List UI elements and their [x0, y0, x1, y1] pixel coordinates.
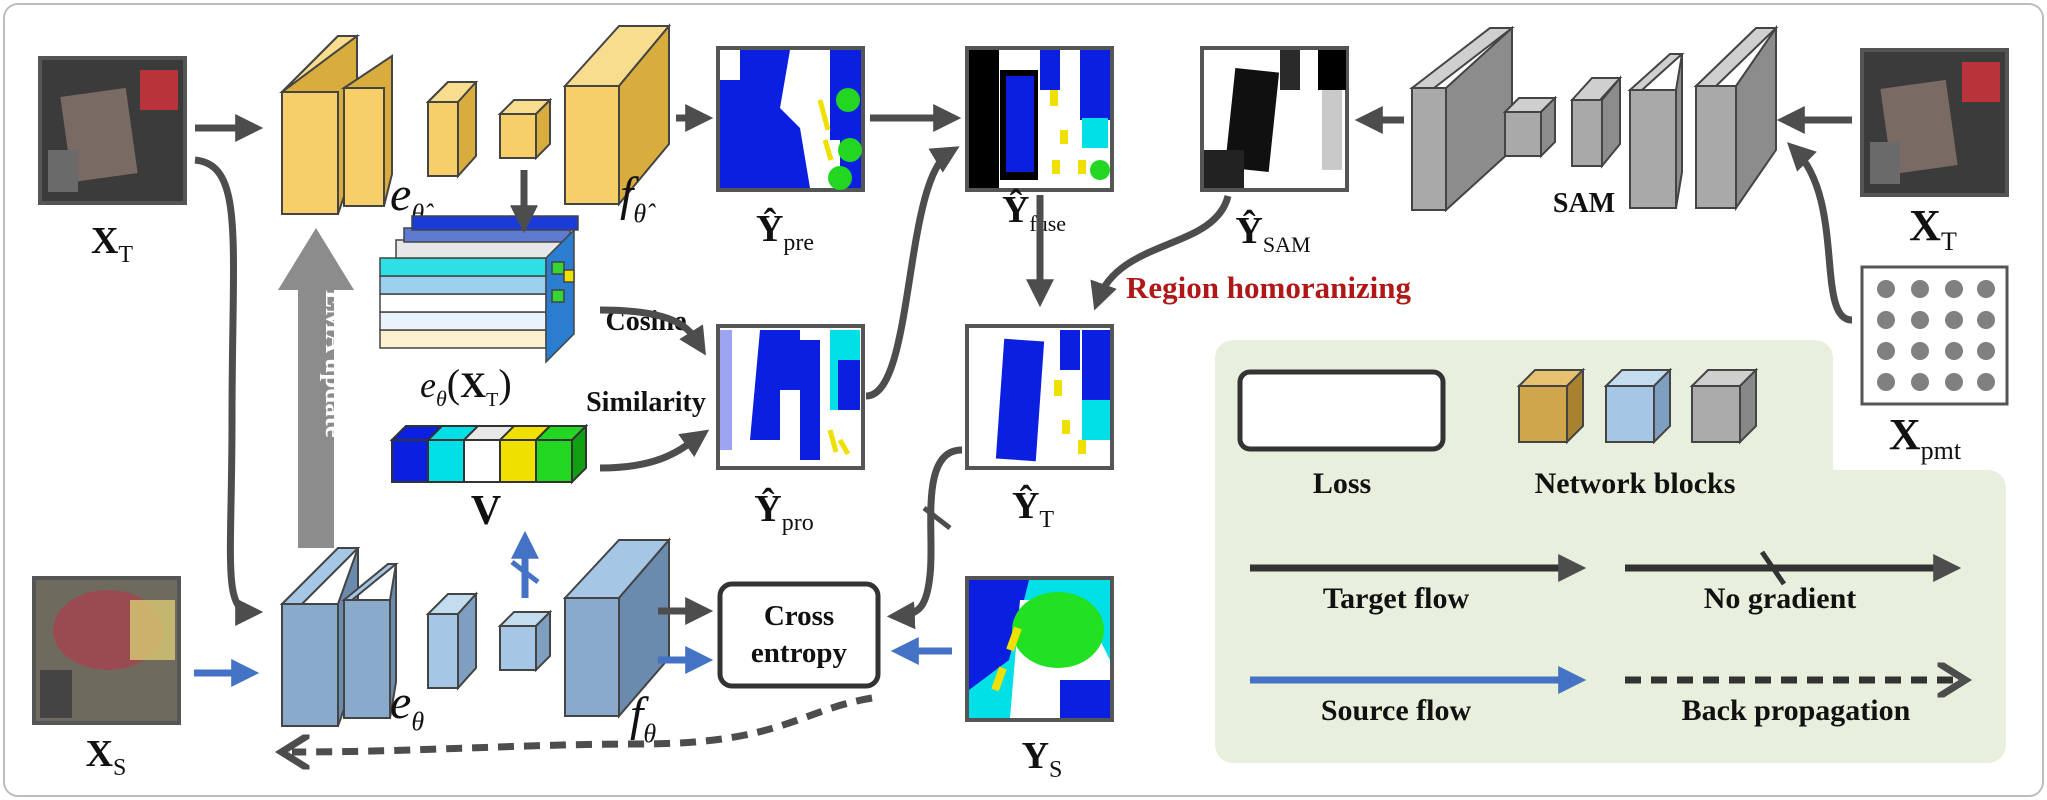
label-entropy: entropy [751, 637, 848, 669]
label-y-pro: Ŷpro [754, 488, 813, 536]
student-decoder-block [562, 537, 672, 719]
teacher-decoder-block [562, 23, 672, 207]
legend-no-gradient-tick [1759, 550, 1787, 586]
teacher-encoder-block [278, 34, 553, 215]
map-y-fuse [965, 46, 1114, 192]
label-y-s: YS [1022, 735, 1063, 783]
target-flow-arrows [194, 104, 1853, 630]
legend-loss-label: Loss [1313, 467, 1371, 500]
legend-block-gray [1689, 367, 1759, 445]
ema-update-arrow [278, 228, 354, 548]
legend-source-flow-label: Source flow [1321, 694, 1472, 727]
label-sam: SAM [1553, 188, 1615, 219]
label-region-homoranizing: Region homoranizing [1126, 270, 1412, 305]
sam-network-block [1409, 24, 1779, 213]
legend-target-flow-label: Target flow [1323, 582, 1470, 615]
label-x-t-left: XT [91, 220, 133, 268]
legend-no-gradient-label: No gradient [1704, 582, 1857, 615]
image-x-t-right [1860, 48, 2009, 197]
legend-network-blocks-label: Network blocks [1535, 467, 1736, 500]
label-y-t: ŶT [1012, 485, 1054, 533]
image-x-s [32, 576, 181, 725]
map-y-t [965, 324, 1114, 470]
image-x-pmt [1860, 265, 2009, 406]
prototype-v [389, 423, 589, 485]
label-y-sam: ŶSAM [1235, 210, 1310, 257]
legend-block-yellow [1516, 367, 1586, 445]
label-cross: Cross [764, 600, 834, 632]
feature-stack [379, 215, 579, 364]
label-v: V [471, 488, 501, 534]
label-x-s: XS [86, 733, 127, 781]
map-y-sam [1200, 46, 1349, 192]
label-feature-stack: eθ(XT) [420, 361, 512, 411]
label-x-t-right: XT [1909, 201, 1957, 256]
label-y-pre: Ŷpre [756, 208, 814, 256]
legend-block-blue [1603, 367, 1673, 445]
no-gradient-tick-2 [510, 560, 540, 584]
map-y-s [965, 576, 1114, 722]
back-propagation-arrow [292, 694, 873, 752]
label-e-student: eθ [390, 676, 424, 736]
legend-loss-box [1237, 369, 1446, 452]
cross-entropy-loss-box [717, 581, 881, 689]
student-encoder-block [279, 547, 553, 727]
map-y-pre [716, 46, 865, 192]
image-x-t-left [38, 56, 187, 205]
label-x-pmt: Xpmt [1889, 410, 1962, 465]
legend-back-propagation-label: Back propagation [1682, 694, 1911, 727]
label-ema-update: EMA update [320, 290, 350, 438]
label-y-fuse: Ŷfuse [1002, 189, 1066, 236]
no-gradient-tick-1 [922, 506, 952, 530]
label-similarity: Similarity [586, 387, 706, 418]
map-y-pro [716, 324, 865, 470]
